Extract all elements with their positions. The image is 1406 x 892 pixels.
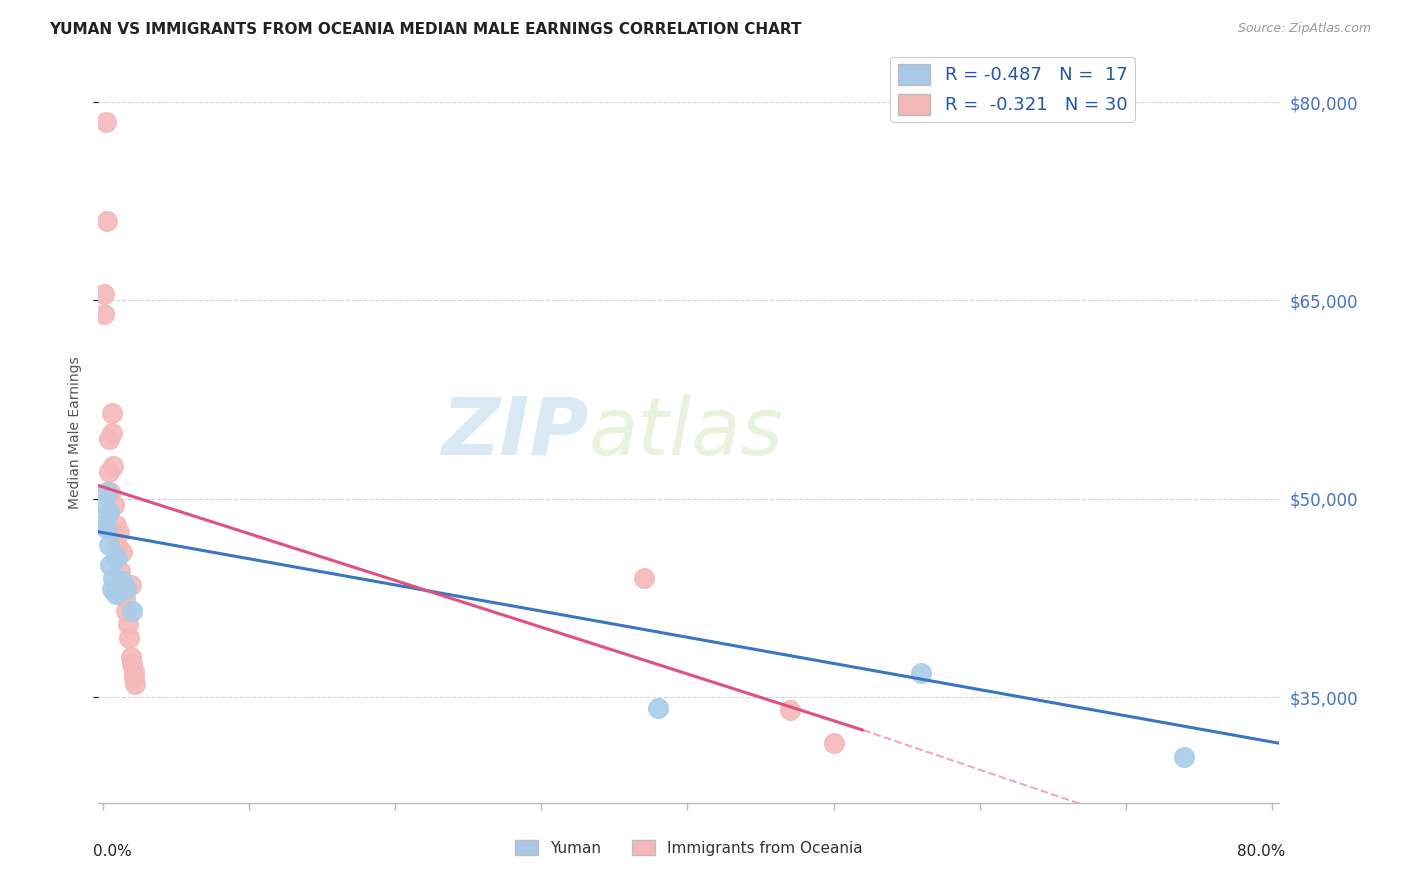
Point bbox=[93, 516, 115, 530]
Point bbox=[96, 485, 118, 500]
Y-axis label: Median Male Earnings: Median Male Earnings bbox=[69, 356, 83, 509]
Point bbox=[107, 551, 129, 566]
Point bbox=[647, 700, 669, 714]
Point bbox=[122, 670, 145, 684]
Point bbox=[111, 574, 134, 588]
Point bbox=[98, 558, 121, 572]
Point bbox=[104, 587, 127, 601]
Text: ZIP: ZIP bbox=[441, 393, 589, 472]
Point bbox=[107, 538, 129, 552]
Point bbox=[93, 286, 115, 301]
Legend: Yuman, Immigrants from Oceania: Yuman, Immigrants from Oceania bbox=[509, 834, 869, 862]
Text: 80.0%: 80.0% bbox=[1237, 844, 1285, 858]
Point bbox=[112, 577, 135, 591]
Point bbox=[97, 505, 120, 519]
Text: Source: ZipAtlas.com: Source: ZipAtlas.com bbox=[1237, 22, 1371, 36]
Point bbox=[1173, 749, 1195, 764]
Point bbox=[779, 703, 801, 717]
Point bbox=[94, 115, 117, 129]
Point bbox=[93, 307, 115, 321]
Point bbox=[120, 577, 142, 591]
Point bbox=[97, 432, 120, 446]
Point bbox=[118, 631, 141, 645]
Point bbox=[633, 571, 655, 585]
Point bbox=[103, 499, 125, 513]
Point bbox=[124, 677, 146, 691]
Point bbox=[823, 736, 845, 750]
Point bbox=[101, 458, 124, 473]
Point bbox=[100, 582, 122, 596]
Point bbox=[117, 617, 139, 632]
Point bbox=[100, 425, 122, 440]
Point bbox=[96, 214, 118, 228]
Text: atlas: atlas bbox=[589, 393, 783, 472]
Point bbox=[93, 499, 115, 513]
Point bbox=[108, 524, 131, 539]
Point bbox=[97, 538, 120, 552]
Point bbox=[94, 521, 117, 535]
Text: YUMAN VS IMMIGRANTS FROM OCEANIA MEDIAN MALE EARNINGS CORRELATION CHART: YUMAN VS IMMIGRANTS FROM OCEANIA MEDIAN … bbox=[49, 22, 801, 37]
Point bbox=[120, 650, 142, 665]
Text: 0.0%: 0.0% bbox=[93, 844, 131, 858]
Point bbox=[114, 591, 136, 605]
Point bbox=[97, 465, 120, 479]
Point bbox=[122, 664, 145, 678]
Point bbox=[104, 518, 127, 533]
Point bbox=[115, 604, 138, 618]
Point bbox=[110, 565, 132, 579]
Point bbox=[115, 582, 138, 596]
Point bbox=[100, 406, 122, 420]
Point bbox=[111, 544, 134, 558]
Point bbox=[121, 657, 143, 671]
Point bbox=[98, 485, 121, 500]
Point bbox=[121, 604, 143, 618]
Point bbox=[101, 571, 124, 585]
Point bbox=[910, 666, 932, 681]
